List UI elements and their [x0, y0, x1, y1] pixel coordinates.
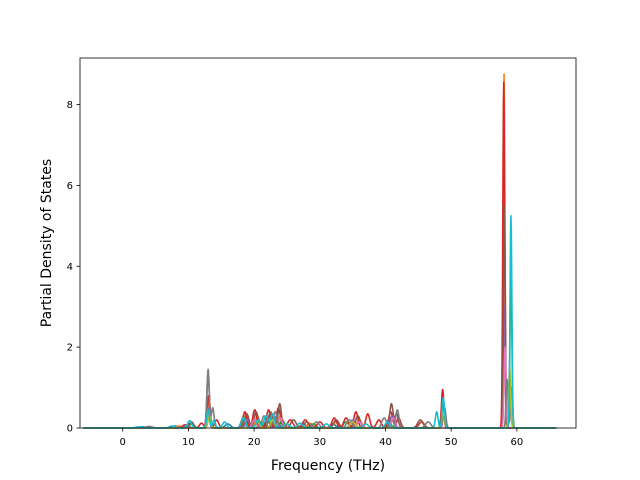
x-axis-label: Frequency (THz): [271, 458, 385, 474]
x-tick-label: 40: [379, 437, 392, 448]
tick-layer: 0 10 20 30 40 50 60 0 2 4 6 8: [67, 100, 524, 448]
x-tick-label: 30: [313, 437, 326, 448]
x-tick-label: 10: [182, 437, 195, 448]
y-tick-label: 8: [67, 100, 73, 111]
x-tick-label: 60: [511, 437, 524, 448]
x-tick-label: 0: [120, 437, 126, 448]
x-tick-label: 20: [248, 437, 261, 448]
y-axis-label: Partial Density of States: [39, 159, 55, 327]
y-tick-label: 6: [67, 181, 73, 192]
y-tick-label: 0: [67, 424, 73, 435]
x-tick-label: 50: [445, 437, 458, 448]
plot-frame: [79, 57, 577, 429]
y-tick-label: 4: [67, 262, 73, 273]
y-tick-label: 2: [67, 343, 73, 354]
